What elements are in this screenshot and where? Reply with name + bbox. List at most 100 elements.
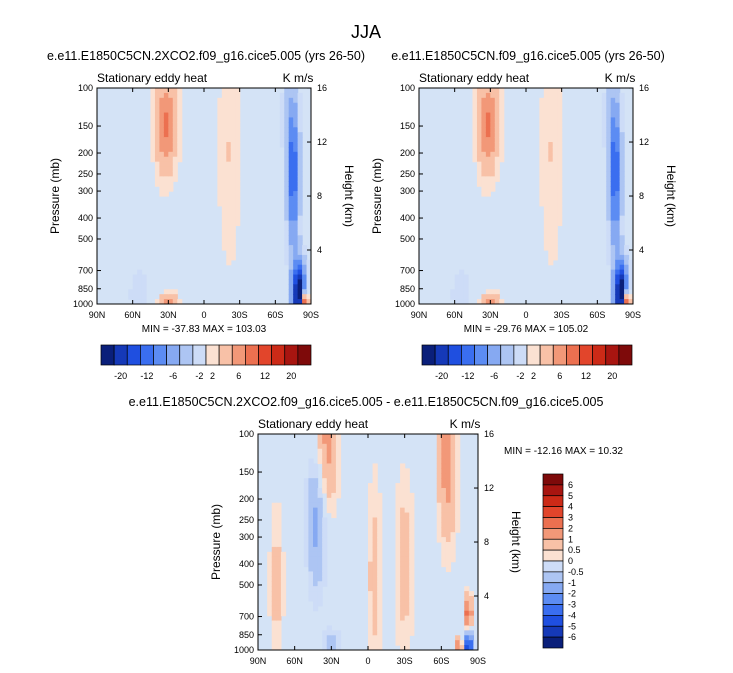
contour-cell bbox=[548, 112, 554, 119]
contour-cell bbox=[293, 210, 299, 217]
contour-cell bbox=[441, 527, 447, 533]
contour-cell bbox=[372, 468, 378, 474]
contour-cell bbox=[168, 146, 174, 153]
contour-cell bbox=[548, 92, 554, 99]
x-tick-label: 0 bbox=[365, 656, 370, 666]
contour-cell bbox=[335, 463, 342, 469]
contour-cell bbox=[288, 294, 294, 300]
contour-cell bbox=[400, 600, 406, 607]
colorbar-box bbox=[218, 344, 233, 366]
contour-cell bbox=[552, 156, 558, 163]
contour-cell bbox=[601, 107, 607, 114]
contour-cell bbox=[271, 502, 277, 509]
y-tick-label: 500 bbox=[78, 234, 93, 244]
contour-cell bbox=[177, 117, 183, 123]
contour-cell bbox=[450, 512, 456, 519]
contour-cell bbox=[159, 186, 165, 192]
contour-cell bbox=[221, 220, 227, 227]
contour-cell bbox=[490, 117, 496, 123]
contour-cell bbox=[293, 200, 299, 207]
contour-cell bbox=[267, 591, 273, 597]
contour-cell bbox=[610, 146, 616, 153]
contour-cell bbox=[543, 186, 549, 192]
contour-cell bbox=[331, 438, 337, 445]
x-tick-label: 0 bbox=[523, 310, 528, 320]
contour-cell bbox=[485, 191, 491, 197]
contour-cell bbox=[454, 284, 460, 290]
contour-cell bbox=[610, 132, 616, 138]
contour-cell bbox=[610, 205, 616, 212]
contour-cell bbox=[226, 117, 232, 123]
contour-cell bbox=[557, 176, 563, 182]
contour-cell bbox=[499, 156, 505, 163]
colorbar-label: -4 bbox=[568, 610, 576, 620]
contour-cell bbox=[377, 581, 383, 587]
contour-cell bbox=[409, 522, 415, 528]
contour-cell bbox=[476, 299, 483, 304]
contour-cell bbox=[226, 132, 232, 138]
contour-cell bbox=[163, 107, 169, 114]
contour-cell bbox=[468, 620, 475, 627]
contour-cell bbox=[217, 191, 223, 197]
contour-cell bbox=[308, 581, 314, 587]
contour-cell bbox=[297, 294, 303, 300]
contour-cell bbox=[377, 502, 383, 509]
contour-cell bbox=[221, 215, 227, 222]
contour-cell bbox=[624, 245, 630, 251]
contour-cell bbox=[552, 122, 558, 128]
contour-cell bbox=[481, 142, 487, 148]
contour-cell bbox=[279, 112, 285, 119]
contour-cell bbox=[543, 210, 549, 217]
contour-cell bbox=[615, 186, 621, 192]
contour-cell bbox=[539, 122, 545, 128]
contour-cell bbox=[499, 146, 505, 153]
contour-cell bbox=[490, 161, 496, 168]
contour-cell bbox=[606, 156, 612, 163]
contour-cell bbox=[450, 443, 456, 450]
contour-cell bbox=[476, 88, 483, 94]
contour-cell bbox=[450, 502, 456, 509]
colorbar-label: 6 bbox=[557, 371, 562, 381]
contour-cell bbox=[331, 645, 337, 650]
contour-cell bbox=[476, 176, 483, 182]
contour-cell bbox=[230, 156, 236, 163]
contour-cell bbox=[280, 600, 287, 607]
contour-cell bbox=[450, 458, 456, 465]
contour-cell bbox=[230, 161, 236, 168]
contour-cell bbox=[557, 151, 563, 158]
contour-cell bbox=[615, 299, 621, 304]
contour-cell bbox=[230, 200, 236, 207]
contour-cell bbox=[372, 502, 378, 509]
contour-cell bbox=[230, 137, 236, 143]
contour-cell bbox=[230, 132, 236, 138]
contour-cell bbox=[445, 443, 452, 450]
contour-cell bbox=[455, 517, 461, 523]
contour-cell bbox=[441, 434, 447, 440]
contour-cell bbox=[552, 235, 558, 241]
contour-cell bbox=[481, 181, 487, 187]
contour-cell bbox=[313, 522, 319, 528]
contour-cell bbox=[400, 527, 406, 533]
contour-cell bbox=[606, 176, 612, 182]
contour-cell bbox=[476, 117, 483, 123]
contour-cell bbox=[552, 250, 558, 256]
contour-cell bbox=[335, 458, 342, 465]
colorbar-label: 3 bbox=[568, 513, 573, 523]
contour-cell bbox=[552, 146, 558, 153]
y-tick-label: 850 bbox=[239, 630, 254, 640]
contour-cell bbox=[293, 166, 299, 173]
contour-cell bbox=[293, 269, 299, 276]
contour-cell bbox=[154, 122, 161, 128]
contour-cell bbox=[177, 107, 183, 114]
contour-cell bbox=[557, 171, 563, 177]
contour-cell bbox=[409, 566, 415, 573]
contour-cell bbox=[313, 586, 319, 592]
contour-cell bbox=[150, 117, 156, 123]
contour-cell bbox=[490, 127, 496, 133]
contour-cell bbox=[472, 92, 478, 99]
contour-cell bbox=[331, 630, 337, 636]
colorbar-label: 2 bbox=[568, 523, 573, 533]
contour-cell bbox=[279, 97, 285, 104]
contour-cell bbox=[168, 88, 174, 94]
contour-cell bbox=[276, 546, 282, 553]
